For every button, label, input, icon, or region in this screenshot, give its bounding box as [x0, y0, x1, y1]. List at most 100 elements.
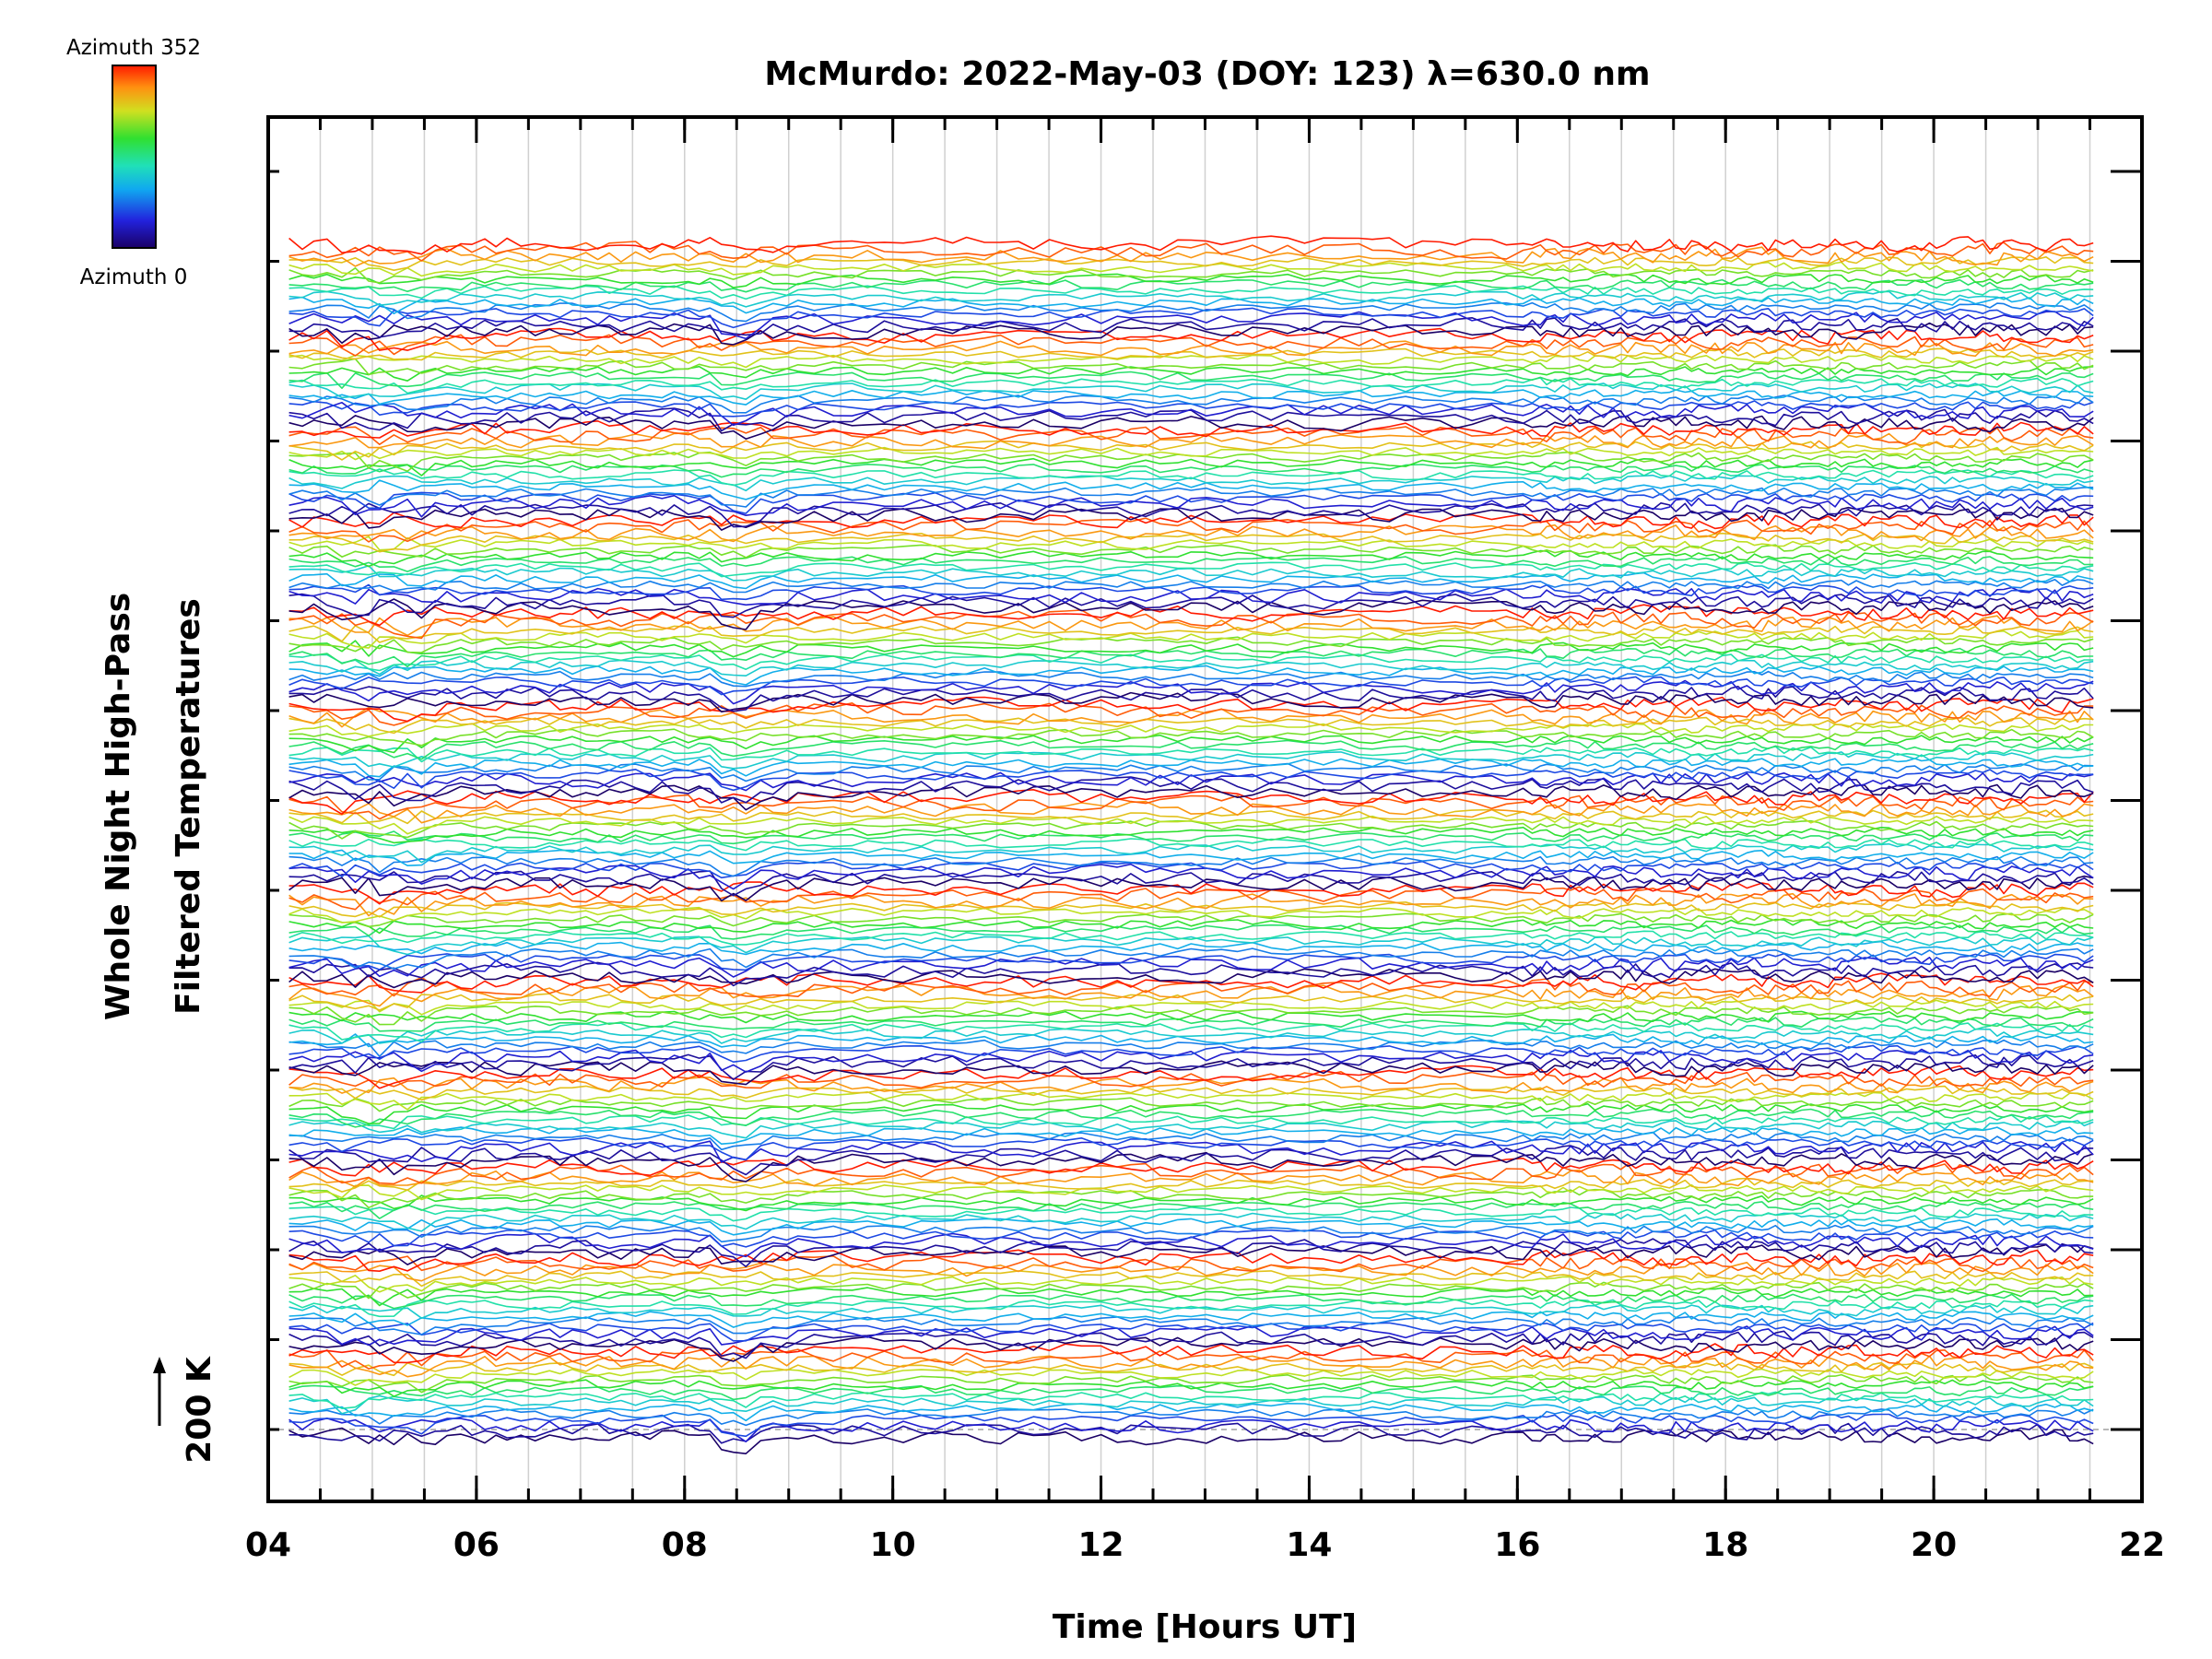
series-line-group10-az12: [288, 535, 2094, 551]
series-line-group13-az15: [288, 241, 2094, 262]
series-line-group5-az8: [288, 1022, 2094, 1043]
series-line-group10-az10: [288, 549, 2094, 568]
series-line-group11-az12: [288, 446, 2094, 461]
series-line-group1-az2: [288, 1422, 2094, 1444]
series-line-group3-az12: [288, 1183, 2094, 1201]
series-line-group13-az11: [288, 266, 2094, 284]
y-axis-title-line2: Filtered Temperatures: [170, 598, 207, 1015]
series-line-group4-az14: [288, 1077, 2094, 1094]
series-line-group2-az16: [288, 1249, 2094, 1272]
series-line-group2-az7: [288, 1304, 2094, 1319]
series-line-group11-az5: [288, 487, 2094, 508]
series-line-group7-az14: [288, 800, 2094, 824]
series-line-group10-az7: [288, 565, 2094, 582]
series-line-group6-az8: [288, 930, 2094, 946]
series-line-group1-az3: [288, 1418, 2094, 1442]
series-line-group7-az15: [288, 794, 2094, 820]
series-line-group3-az4: [288, 1229, 2094, 1248]
series-line-group10-az13: [288, 532, 2094, 553]
series-line-group7-az16: [288, 788, 2094, 816]
series-line-group12-az11: [288, 358, 2094, 376]
series-line-group3-az5: [288, 1224, 2094, 1243]
x-tick-label: 22: [2119, 1526, 2165, 1564]
series-line-group4-az7: [288, 1120, 2094, 1139]
series-line-group12-az6: [288, 389, 2094, 406]
series-line-group3-az7: [288, 1212, 2094, 1232]
series-line-group12-az16: [288, 327, 2094, 351]
series-line-group8-az1: [288, 783, 2094, 811]
series-line-group7-az3: [288, 863, 2094, 890]
series-line-group6-az11: [288, 912, 2094, 928]
series-line-group1-az10: [288, 1379, 2094, 1397]
series-lines: [288, 235, 2094, 1454]
series-line-group4-az10: [288, 1102, 2094, 1124]
series-line-group9-az14: [288, 615, 2094, 637]
series-line-group6-az16: [288, 881, 2094, 905]
series-line-group1-az1: [288, 1427, 2094, 1454]
series-line-group5-az6: [288, 1033, 2094, 1048]
series-line-group10-az9: [288, 556, 2094, 572]
series-line-group8-az7: [288, 751, 2094, 770]
series-line-group11-az14: [288, 431, 2094, 450]
series-line-group3-az10: [288, 1194, 2094, 1212]
series-line-group1-az5: [288, 1408, 2094, 1427]
series-line-group13-az12: [288, 261, 2094, 277]
series-line-group13-az9: [288, 278, 2094, 293]
series-line-group4-az13: [288, 1085, 2094, 1101]
series-line-group11-az2: [288, 501, 2094, 528]
series-line-group10-az5: [288, 578, 2094, 594]
series-line-group13-az13: [288, 255, 2094, 272]
series-line-group1-az12: [288, 1368, 2094, 1386]
series-line-group2-az1: [288, 1335, 2094, 1362]
series-line-group6-az10: [288, 918, 2094, 935]
series-line-group7-az9: [288, 830, 2094, 845]
series-line-group3-az16: [288, 1158, 2094, 1177]
series-line-group4-az12: [288, 1091, 2094, 1111]
series-line-group13-az1: [288, 322, 2094, 346]
series-line-group9-az5: [288, 670, 2094, 688]
series-line-group5-az5: [288, 1039, 2094, 1057]
series-line-group9-az6: [288, 665, 2094, 686]
series-line-group2-az3: [288, 1324, 2094, 1347]
series-line-group12-az10: [288, 365, 2094, 382]
series-line-group9-az2: [288, 685, 2094, 712]
series-line-group1-az13: [288, 1361, 2094, 1377]
series-line-group12-az2: [288, 407, 2094, 432]
series-line-group2-az10: [288, 1287, 2094, 1307]
series-line-group4-az1: [288, 1151, 2094, 1182]
series-line-group5-az10: [288, 1010, 2094, 1024]
series-line-group5-az13: [288, 993, 2094, 1011]
series-line-group7-az1: [288, 875, 2094, 902]
series-line-group11-az8: [288, 468, 2094, 487]
series-line-group13-az7: [288, 290, 2094, 308]
series-line-group12-az15: [288, 334, 2094, 357]
series-line-group1-az11: [288, 1373, 2094, 1394]
series-line-group12-az13: [288, 347, 2094, 361]
series-line-group5-az9: [288, 1017, 2094, 1032]
series-line-group5-az7: [288, 1028, 2094, 1044]
series-line-group6-az9: [288, 924, 2094, 940]
series-line-group3-az15: [288, 1162, 2094, 1185]
x-tick-label: 14: [1286, 1526, 1332, 1564]
x-tick-label: 20: [1911, 1526, 1957, 1564]
x-axis-title: Time [Hours UT]: [1053, 1608, 1357, 1646]
series-line-group8-az15: [288, 701, 2094, 726]
series-line-group8-az12: [288, 723, 2094, 737]
series-line-group8-az10: [288, 734, 2094, 754]
series-line-group11-az15: [288, 426, 2094, 446]
series-line-group3-az9: [288, 1201, 2094, 1219]
series-line-group1-az6: [288, 1403, 2094, 1422]
series-line-group7-az12: [288, 815, 2094, 835]
series-line-group3-az2: [288, 1238, 2094, 1267]
series-line-group5-az2: [288, 1053, 2094, 1080]
series-line-group7-az8: [288, 838, 2094, 852]
series-line-group9-az10: [288, 640, 2094, 658]
series-line-group5-az12: [288, 999, 2094, 1016]
series-line-group1-az7: [288, 1394, 2094, 1415]
series-line-group1-az8: [288, 1391, 2094, 1409]
series-line-group6-az13: [288, 900, 2094, 918]
scale-label: 200 K: [181, 1356, 218, 1464]
series-line-group11-az6: [288, 479, 2094, 500]
scale-arrow-head: [153, 1357, 166, 1373]
